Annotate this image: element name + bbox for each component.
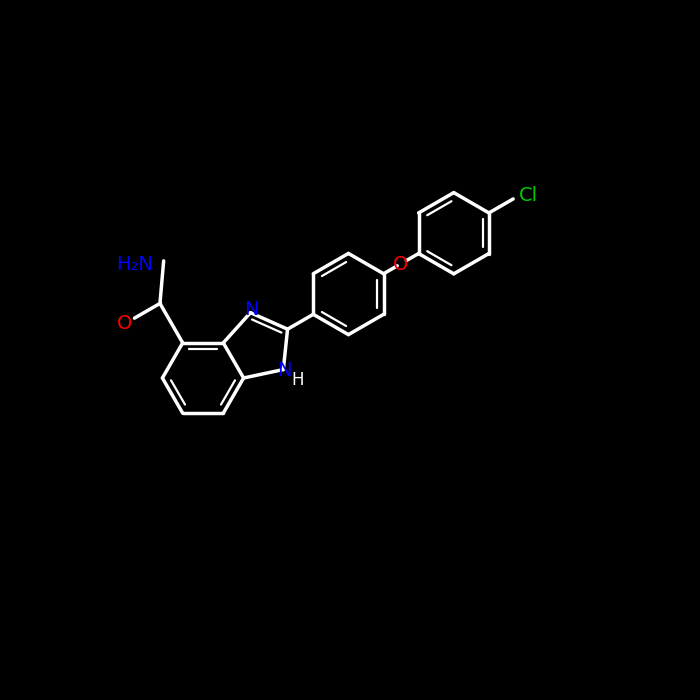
Text: O: O bbox=[393, 255, 408, 274]
Text: H₂N: H₂N bbox=[116, 255, 153, 274]
Text: N: N bbox=[277, 361, 292, 381]
Text: O: O bbox=[117, 314, 132, 333]
Text: H: H bbox=[291, 371, 304, 389]
Text: Cl: Cl bbox=[519, 186, 538, 205]
Text: N: N bbox=[244, 300, 259, 318]
